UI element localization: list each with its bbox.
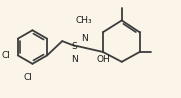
Text: N: N xyxy=(81,34,87,43)
Text: CH₃: CH₃ xyxy=(76,16,92,25)
Text: Cl: Cl xyxy=(23,73,32,82)
Text: OH: OH xyxy=(97,55,111,64)
Text: S: S xyxy=(71,42,77,51)
Text: N: N xyxy=(71,55,77,64)
Text: Cl: Cl xyxy=(2,51,10,60)
